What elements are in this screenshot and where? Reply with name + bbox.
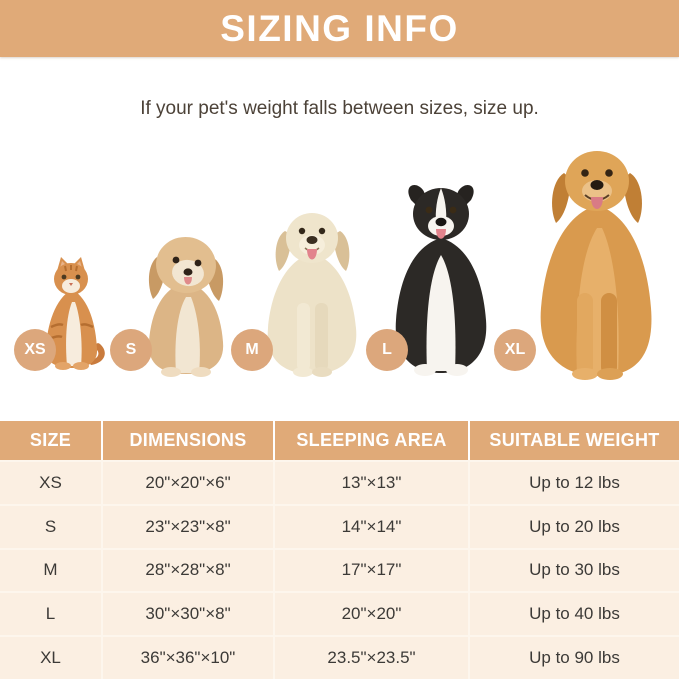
border-collie-illustration [395, 185, 487, 376]
cell-size: S [44, 516, 57, 536]
cell-dimensions: 28"×28"×8" [101, 549, 273, 592]
table-row-xs: XS 20"×20"×6" 13"×13" Up to 12 lbs [0, 460, 679, 504]
golden-retriever-illustration [540, 151, 652, 380]
size-badge-xs: XS [14, 329, 56, 371]
cell-size: M [43, 560, 58, 580]
table-header-row: SIZE DIMENSIONS SLEEPING AREA SUITABLE W… [0, 421, 679, 460]
table-row-xl: XL 36"×36"×10" 23.5"×23.5" Up to 90 lbs [0, 635, 679, 679]
cell-sleeping-area: 14"×14" [273, 505, 468, 548]
column-header-sleeping-area: SLEEPING AREA [273, 421, 468, 460]
page-title: SIZING INFO [220, 7, 459, 49]
small-dog-illustration [148, 236, 224, 377]
table-row-s: S 23"×23"×8" 14"×14" Up to 20 lbs [0, 503, 679, 548]
cell-size: XS [39, 472, 62, 492]
cell-size: L [45, 604, 56, 624]
cell-size: XL [40, 648, 61, 668]
labrador-illustration [267, 213, 357, 377]
cell-sleeping-area: 20"×20" [273, 593, 468, 636]
table-row-l: L 30"×30"×8" 20"×20" Up to 40 lbs [0, 591, 679, 636]
size-table: SIZE DIMENSIONS SLEEPING AREA SUITABLE W… [0, 421, 679, 679]
banner: SIZING INFO [0, 0, 679, 57]
subtitle: If your pet's weight falls between sizes… [140, 98, 539, 119]
table-row-m: M 28"×28"×8" 17"×17" Up to 30 lbs [0, 547, 679, 592]
column-header-size: SIZE [29, 430, 72, 450]
cell-suitable-weight: Up to 90 lbs [468, 637, 679, 679]
cell-dimensions: 36"×36"×10" [101, 637, 273, 679]
cell-suitable-weight: Up to 12 lbs [468, 462, 679, 504]
size-badge-xl: XL [494, 329, 536, 371]
column-header-dimensions: DIMENSIONS [101, 421, 273, 460]
cell-suitable-weight: Up to 30 lbs [468, 549, 679, 592]
cell-dimensions: 30"×30"×8" [101, 593, 273, 636]
table-body: XS 20"×20"×6" 13"×13" Up to 12 lbs S 23"… [0, 460, 679, 679]
cell-suitable-weight: Up to 40 lbs [468, 593, 679, 636]
size-badge-s: S [110, 329, 152, 371]
cell-sleeping-area: 13"×13" [273, 462, 468, 504]
size-badge-m: M [231, 329, 273, 371]
cell-dimensions: 23"×23"×8" [101, 505, 273, 548]
size-badge-l: L [366, 329, 408, 371]
cell-suitable-weight: Up to 20 lbs [468, 505, 679, 548]
column-header-suitable-weight: SUITABLE WEIGHT [468, 421, 679, 460]
cell-dimensions: 20"×20"×6" [101, 462, 273, 504]
cell-sleeping-area: 23.5"×23.5" [273, 637, 468, 679]
cell-sleeping-area: 17"×17" [273, 549, 468, 592]
